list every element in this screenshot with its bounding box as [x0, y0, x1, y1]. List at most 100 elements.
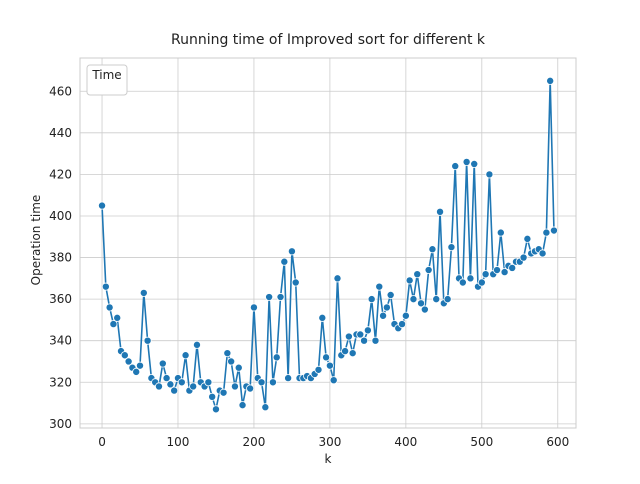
- marker: [314, 365, 323, 374]
- marker: [360, 336, 369, 345]
- marker: [105, 303, 114, 312]
- y-tick-label: 440: [49, 126, 72, 140]
- marker: [356, 330, 365, 339]
- marker: [519, 253, 528, 262]
- marker: [318, 313, 327, 322]
- x-tick-label: 400: [394, 435, 417, 449]
- marker: [322, 353, 331, 362]
- marker: [386, 290, 395, 299]
- marker: [98, 201, 107, 210]
- marker: [542, 228, 551, 237]
- x-tick-label: 0: [98, 435, 106, 449]
- marker: [428, 245, 437, 254]
- marker: [261, 403, 270, 412]
- marker: [333, 274, 342, 283]
- marker: [109, 320, 118, 329]
- y-tick-label: 360: [49, 292, 72, 306]
- marker: [154, 382, 163, 391]
- marker: [162, 374, 171, 383]
- marker: [379, 311, 388, 320]
- marker: [546, 76, 555, 85]
- marker: [436, 207, 445, 216]
- marker: [204, 378, 213, 387]
- y-tick-label: 420: [49, 167, 72, 181]
- marker: [417, 299, 426, 308]
- marker: [211, 405, 220, 414]
- x-axis-label: k: [325, 452, 332, 466]
- marker: [424, 266, 433, 275]
- marker: [268, 378, 277, 387]
- marker: [143, 336, 152, 345]
- marker: [238, 401, 247, 410]
- marker: [325, 361, 334, 370]
- marker: [170, 386, 179, 395]
- marker: [280, 257, 289, 266]
- y-tick-label: 300: [49, 417, 72, 431]
- y-axis-label: Operation time: [29, 195, 43, 286]
- y-tick-label: 400: [49, 209, 72, 223]
- marker: [496, 228, 505, 237]
- marker: [208, 392, 217, 401]
- marker: [166, 380, 175, 389]
- marker: [508, 263, 517, 272]
- marker: [549, 226, 558, 235]
- marker: [348, 349, 357, 358]
- marker: [136, 361, 145, 370]
- x-tick-label: 600: [546, 435, 569, 449]
- x-tick-label: 500: [470, 435, 493, 449]
- y-tick-label: 320: [49, 375, 72, 389]
- y-tick-label: 380: [49, 251, 72, 265]
- x-tick-label: 200: [242, 435, 265, 449]
- marker: [363, 326, 372, 335]
- chart-title: Running time of Improved sort for differ…: [171, 32, 486, 48]
- marker: [113, 313, 122, 322]
- marker: [265, 293, 274, 302]
- x-tick-label: 300: [318, 435, 341, 449]
- marker: [458, 278, 467, 287]
- marker: [485, 170, 494, 179]
- y-tick-label: 340: [49, 334, 72, 348]
- marker: [124, 357, 133, 366]
- marker: [223, 349, 232, 358]
- marker: [371, 336, 380, 345]
- y-tick-label: 460: [49, 84, 72, 98]
- marker: [401, 311, 410, 320]
- marker: [101, 282, 110, 291]
- x-tick-label: 100: [167, 435, 190, 449]
- marker: [344, 332, 353, 341]
- marker: [447, 243, 456, 252]
- marker: [120, 351, 129, 360]
- marker: [405, 276, 414, 285]
- marker: [284, 374, 293, 383]
- marker: [481, 270, 490, 279]
- marker: [538, 249, 547, 258]
- marker: [177, 378, 186, 387]
- marker: [432, 295, 441, 304]
- marker: [382, 303, 391, 312]
- legend-box: [86, 64, 128, 96]
- marker: [523, 234, 532, 243]
- marker: [409, 295, 418, 304]
- marker: [420, 305, 429, 314]
- marker: [462, 157, 471, 166]
- marker: [234, 363, 243, 372]
- marker: [192, 340, 201, 349]
- marker: [291, 278, 300, 287]
- marker: [466, 274, 475, 283]
- marker: [413, 270, 422, 279]
- plot-frame: [79, 57, 577, 429]
- marker: [132, 367, 141, 376]
- marker: [367, 295, 376, 304]
- marker: [500, 268, 509, 277]
- marker: [398, 320, 407, 329]
- marker: [470, 160, 479, 169]
- marker: [249, 303, 258, 312]
- marker: [375, 282, 384, 291]
- marker: [341, 347, 350, 356]
- marker: [257, 378, 266, 387]
- marker: [276, 293, 285, 302]
- marker: [227, 357, 236, 366]
- marker: [443, 295, 452, 304]
- marker: [158, 359, 167, 368]
